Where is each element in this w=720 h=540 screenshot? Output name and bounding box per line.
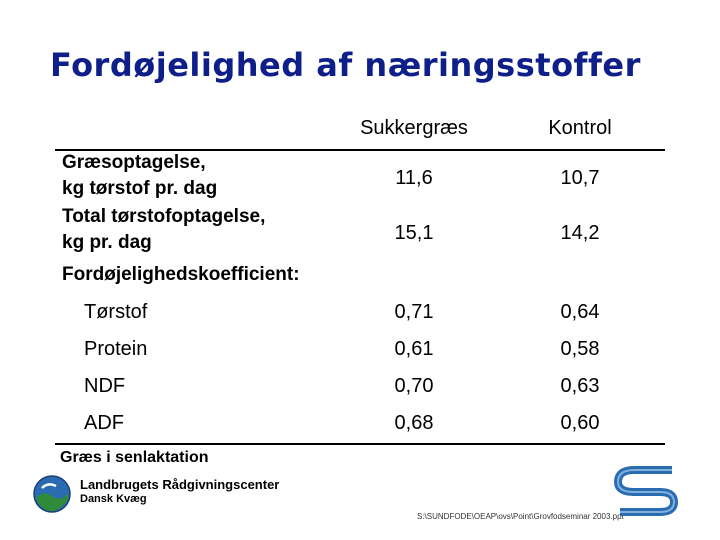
sub-row-label-protein: Protein bbox=[84, 338, 148, 360]
slide-title: Fordøjelighed af næringsstoffer bbox=[50, 46, 641, 84]
table-cell: 0,64 bbox=[560, 301, 600, 323]
row-label-line1: Total tørstofoptagelse, bbox=[62, 206, 266, 227]
organization-logo-icon bbox=[33, 475, 71, 513]
sub-row-label-torstof: Tørstof bbox=[84, 301, 148, 323]
table-cell: 0,71 bbox=[394, 301, 434, 323]
column-header-kontrol: Kontrol bbox=[548, 117, 612, 139]
column-header-sukkergraes: Sukkergræs bbox=[360, 117, 468, 139]
row-label-line2: kg tørstof pr. dag bbox=[62, 178, 218, 199]
table-cell: 0,60 bbox=[560, 412, 600, 434]
row-label-line2: kg pr. dag bbox=[62, 232, 152, 253]
table-cell: 0,63 bbox=[560, 375, 600, 397]
table-cell: 11,6 bbox=[395, 167, 433, 189]
table-bottom-rule bbox=[55, 443, 665, 445]
table-cell: 14,2 bbox=[560, 222, 600, 244]
table-cell: 0,70 bbox=[394, 375, 434, 397]
table-cell: 0,68 bbox=[394, 412, 434, 434]
section-label: Fordøjelighedskoefficient: bbox=[62, 264, 300, 285]
footnote: Græs i senlaktation bbox=[60, 449, 209, 466]
table-cell: 15,1 bbox=[394, 222, 434, 244]
brand-s-logo-icon bbox=[613, 466, 679, 516]
table-cell: 0,61 bbox=[394, 338, 434, 360]
row-label-line1: Græsoptagelse, bbox=[62, 152, 206, 173]
table-cell: 10,7 bbox=[560, 167, 600, 189]
file-path: S:\SUNDFODE\OEAP\ovs\Point\Grovfodsemina… bbox=[417, 512, 624, 521]
sub-row-label-adf: ADF bbox=[84, 412, 124, 434]
organization-subname: Dansk Kvæg bbox=[80, 493, 147, 505]
sub-row-label-ndf: NDF bbox=[84, 375, 126, 397]
table-cell: 0,58 bbox=[560, 338, 600, 360]
table-top-rule bbox=[55, 149, 665, 151]
organization-name: Landbrugets Rådgivningscenter bbox=[80, 477, 280, 492]
